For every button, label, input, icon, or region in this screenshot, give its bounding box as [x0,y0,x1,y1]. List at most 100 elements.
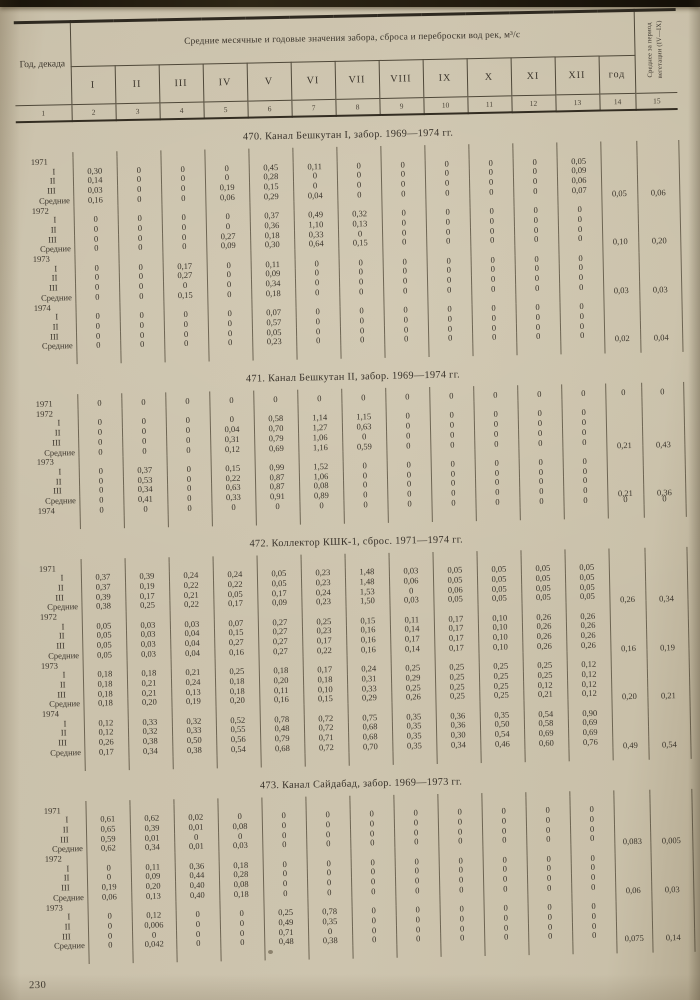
rule-spacer-cell [84,756,129,771]
table-section: 472. Коллектор КШК-1, сброс. 1971—1974 г… [24,529,692,771]
row-label: Средние [50,746,82,758]
rule-spacer-cell [255,511,300,526]
page-top-edge [0,0,700,7]
rule-spacer-cell [220,947,265,962]
rule-spacer-cell [76,350,121,365]
column-number: 9 [379,97,424,115]
rule-spacer-cell [516,341,561,356]
rule-spacer-cell [563,504,608,519]
section-data-table: 1971 I 0,30 0 0 0 0,45 0,11 0 0 0 0 0 0,05 II 0,14 0 0 0 0,… [16,139,683,365]
rule-spacer-cell [32,951,88,965]
rule-spacer-cell [343,509,388,524]
rule-spacer-cell [560,340,605,355]
rule-spacer-cell [88,950,133,965]
rule-spacer-cell [396,944,441,958]
col-header-year-decade: Год, декада [13,21,72,106]
bottom-page-shading [0,974,700,1000]
sections-container: 470. Канал Бешкутан I, забор. 1969—1974 … [16,123,697,965]
page-content: Год, декада Средние месячные и годовые з… [13,0,698,991]
rule-spacer-cell [472,342,517,357]
rule-spacer-cell [607,504,644,518]
column-number: 14 [599,93,636,111]
column-number: 2 [71,103,116,122]
rule-spacer-cell [299,510,344,525]
offset-value: 0,005 [661,835,681,846]
rule-spacer-cell [484,942,529,957]
row-label: Средние [53,940,85,952]
rule-spacer-cell [20,351,76,365]
rule-spacer-cell [296,345,341,360]
right-page-shading [688,0,700,1000]
offset-value: 0,083 [622,836,642,847]
month-col-header: III [158,63,204,103]
table-section: 471. Канал Бешкутан II, забор. 1969—1974… [21,365,688,530]
col-header-vegetation-rotated: Среднее за период вегетации (IV—IX) [633,9,678,94]
rule-spacer-cell [352,944,397,959]
rule-spacer-cell [132,949,177,964]
offset-value: 0,06 [625,884,641,896]
rule-spacer-cell [528,941,573,956]
month-col-header: I [90,79,96,91]
column-number: 1 [15,104,72,123]
month-col-header: X [466,57,512,97]
column-number: 6 [247,100,292,118]
rule-spacer-cell [29,758,85,772]
column-number: 3 [115,102,160,121]
offset-value: 0,03 [664,884,680,895]
offset-value: 0,20 [621,691,637,702]
rule-spacer-cell [264,946,309,961]
rule-spacer-cell [252,346,297,361]
rule-spacer-cell [340,344,385,359]
rule-spacer-cell [568,746,613,761]
offset-value: 0,19 [659,641,675,653]
table-section: 473. Канал Сайдабад, забор. 1969—1973 гг… [29,771,696,965]
table-section: 470. Канал Бешкутан I, забор. 1969—1974 … [16,123,684,365]
column-number: 8 [335,98,380,116]
month-col-header: XII [554,55,600,95]
rule-spacer-cell [392,750,437,765]
rule-spacer-cell [428,343,473,358]
column-number: 4 [159,102,204,120]
month-col-header: XI [510,56,556,96]
month-col-header: II [114,64,160,104]
offset-value: 0,06 [650,187,666,198]
rule-spacer-cell [176,948,221,963]
offset-value: 0,02 [614,333,630,344]
month-col-header: VI [290,61,336,101]
rule-spacer-cell [436,749,481,764]
left-page-shading [0,0,20,1000]
offset-value: 0,04 [653,332,669,343]
month-col-header: VII [334,60,380,100]
offset-value: 0,03 [652,284,668,295]
rule-spacer-cell [164,348,209,363]
rule-spacer-cell [480,748,525,763]
rule-spacer-cell [475,506,520,521]
rule-spacer-cell [519,505,564,520]
rule-spacer-cell [572,940,617,955]
offset-value: 0,43 [655,438,671,450]
rule-spacer-cell [643,503,686,518]
paper-speck [268,950,273,954]
row-label: Средние [41,340,73,352]
rule-spacer-cell [260,753,305,768]
offset-value: 0,075 [624,933,644,944]
rule-spacer-cell [208,347,253,362]
offset-value: 0,49 [622,739,638,751]
column-number: 7 [291,99,336,117]
rule-spacer-cell [167,512,212,527]
column-number: 12 [511,94,556,113]
month-col-header: V [246,61,292,102]
offset-value: 0,36 [656,487,672,498]
rule-spacer-cell [211,512,256,526]
offset-value: 0,34 [658,593,675,604]
rule-spacer-cell [387,508,432,523]
offset-value: 0,21 [660,690,676,701]
rule-spacer-cell [304,752,349,767]
offset-value: 0,21 [617,488,633,499]
year-col-header: год [598,55,636,95]
offset-value: 0,20 [651,235,667,246]
rule-spacer-cell [308,945,353,960]
offset-value: 0,54 [661,739,677,750]
rule-spacer-cell [172,754,217,769]
